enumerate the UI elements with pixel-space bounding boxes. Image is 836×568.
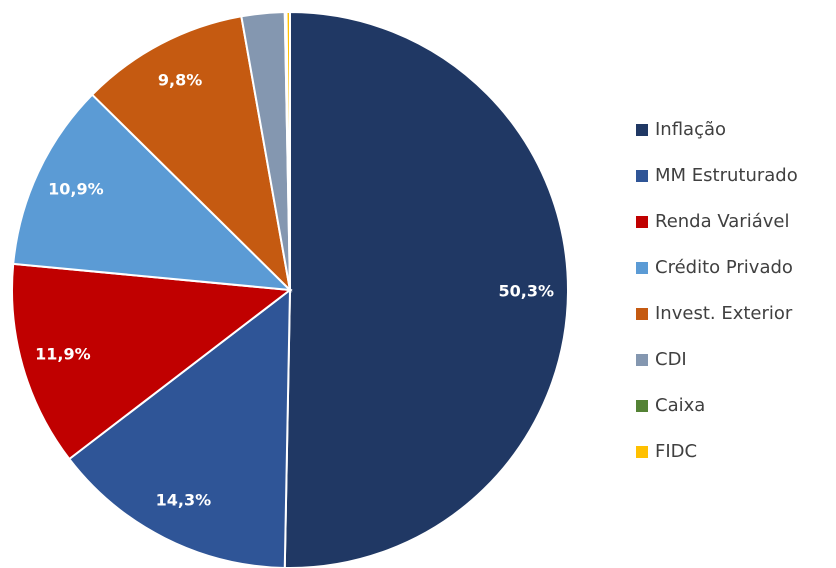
value-label: 9,8% xyxy=(158,70,202,89)
legend-swatch xyxy=(636,170,648,182)
legend-label: Invest. Exterior xyxy=(655,303,793,324)
legend-label: MM Estruturado xyxy=(655,165,798,186)
legend-label: FIDC xyxy=(655,441,697,462)
legend-label: Crédito Privado xyxy=(655,257,793,278)
legend-label: Renda Variável xyxy=(655,211,789,232)
pie-slice xyxy=(11,262,293,461)
legend-label: Caixa xyxy=(655,395,705,416)
legend-swatch xyxy=(636,400,648,412)
legend-label: Inflação xyxy=(655,119,726,140)
pie-slice xyxy=(283,10,569,568)
value-label: 14,3% xyxy=(156,490,212,509)
pie-slice xyxy=(67,287,292,568)
value-label: 11,9% xyxy=(35,345,91,364)
legend-label: CDI xyxy=(655,349,687,370)
legend-swatch xyxy=(636,308,648,320)
legend-swatch xyxy=(636,124,648,136)
legend-swatch xyxy=(636,216,648,228)
value-label: 10,9% xyxy=(48,180,104,199)
legend-swatch xyxy=(636,354,648,366)
value-label: 50,3% xyxy=(499,282,555,301)
legend-swatch xyxy=(636,446,648,458)
pie-slice xyxy=(285,10,291,291)
pie-slice xyxy=(90,15,292,293)
pie-slice xyxy=(12,93,293,292)
legend-swatch xyxy=(636,262,648,274)
